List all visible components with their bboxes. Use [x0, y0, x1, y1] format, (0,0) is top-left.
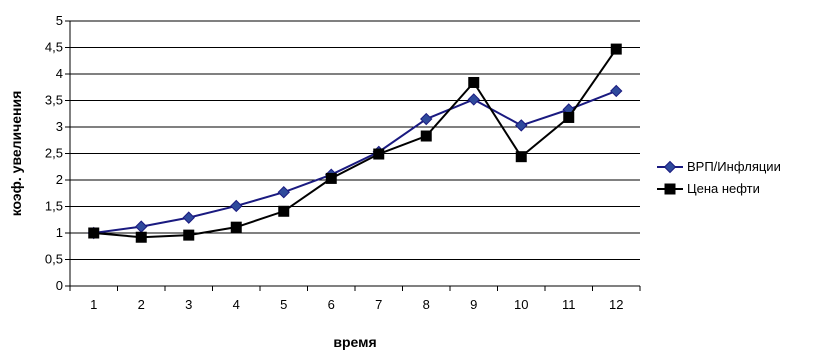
legend-marker [664, 183, 676, 195]
y-tick-label: 3 [56, 119, 63, 134]
y-tick-label: 1,5 [45, 199, 63, 214]
data-point [467, 93, 480, 106]
data-point [277, 185, 290, 199]
data-point [230, 221, 242, 233]
axes [65, 20, 641, 291]
data-point [610, 43, 622, 55]
series-1 [87, 84, 623, 240]
x-tick-label: 6 [328, 297, 335, 312]
y-tick-label: 2 [56, 172, 63, 187]
data-point [420, 130, 432, 142]
tick-labels: 00,511,522,533,544,551 2 3 4 5 6 7 8 9 10 11 12 [45, 13, 624, 312]
x-tick-label: 10 [514, 297, 528, 312]
data-point [515, 119, 528, 132]
legend-entry: ВРП/Инфляции [657, 159, 781, 174]
y-tick-label: 3,5 [45, 93, 63, 108]
legend-marker [663, 160, 677, 174]
x-tick-label: 3 [185, 297, 192, 312]
x-tick-label: 12 [609, 297, 623, 312]
y-axis-title: коэф. увеличения [8, 91, 24, 217]
gridlines [70, 20, 640, 260]
data-point [515, 151, 527, 163]
legend-label: ВРП/Инфляции [687, 159, 781, 174]
data-point [182, 211, 195, 224]
data-point [373, 148, 385, 160]
x-tick-label: 11 [562, 297, 576, 312]
series-line [93, 48, 618, 239]
data-point [183, 229, 195, 241]
x-tick-label: 8 [423, 297, 430, 312]
data-point [88, 227, 100, 239]
series-2 [88, 43, 622, 243]
data-point [135, 220, 148, 233]
legend-label: Цена нефти [687, 181, 760, 196]
series [87, 43, 623, 243]
x-tick-label: 2 [138, 297, 145, 312]
y-tick-label: 5 [56, 13, 63, 28]
x-tick-label: 9 [470, 297, 477, 312]
x-tick-label: 4 [233, 297, 240, 312]
x-tick-label: 1 [90, 297, 97, 312]
data-point [230, 199, 243, 213]
y-tick-label: 1 [56, 225, 63, 240]
y-tick-label: 0,5 [45, 252, 63, 267]
data-point [610, 84, 623, 98]
series-line [93, 90, 617, 234]
x-tick-label: 5 [280, 297, 287, 312]
data-point [278, 205, 290, 217]
y-tick-label: 4 [56, 66, 63, 81]
data-point [135, 231, 147, 243]
data-point [563, 111, 575, 123]
y-tick-label: 2,5 [45, 146, 63, 161]
data-point [420, 112, 433, 126]
x-tick-label: 7 [375, 297, 382, 312]
data-point [468, 76, 480, 88]
legend: ВРП/Инфляции Цена нефти [657, 159, 781, 196]
x-axis-title: время [333, 334, 376, 350]
y-tick-label: 4,5 [45, 40, 63, 55]
legend-entry: Цена нефти [657, 181, 760, 196]
y-tick-label: 0 [56, 278, 63, 293]
data-point [325, 172, 337, 184]
